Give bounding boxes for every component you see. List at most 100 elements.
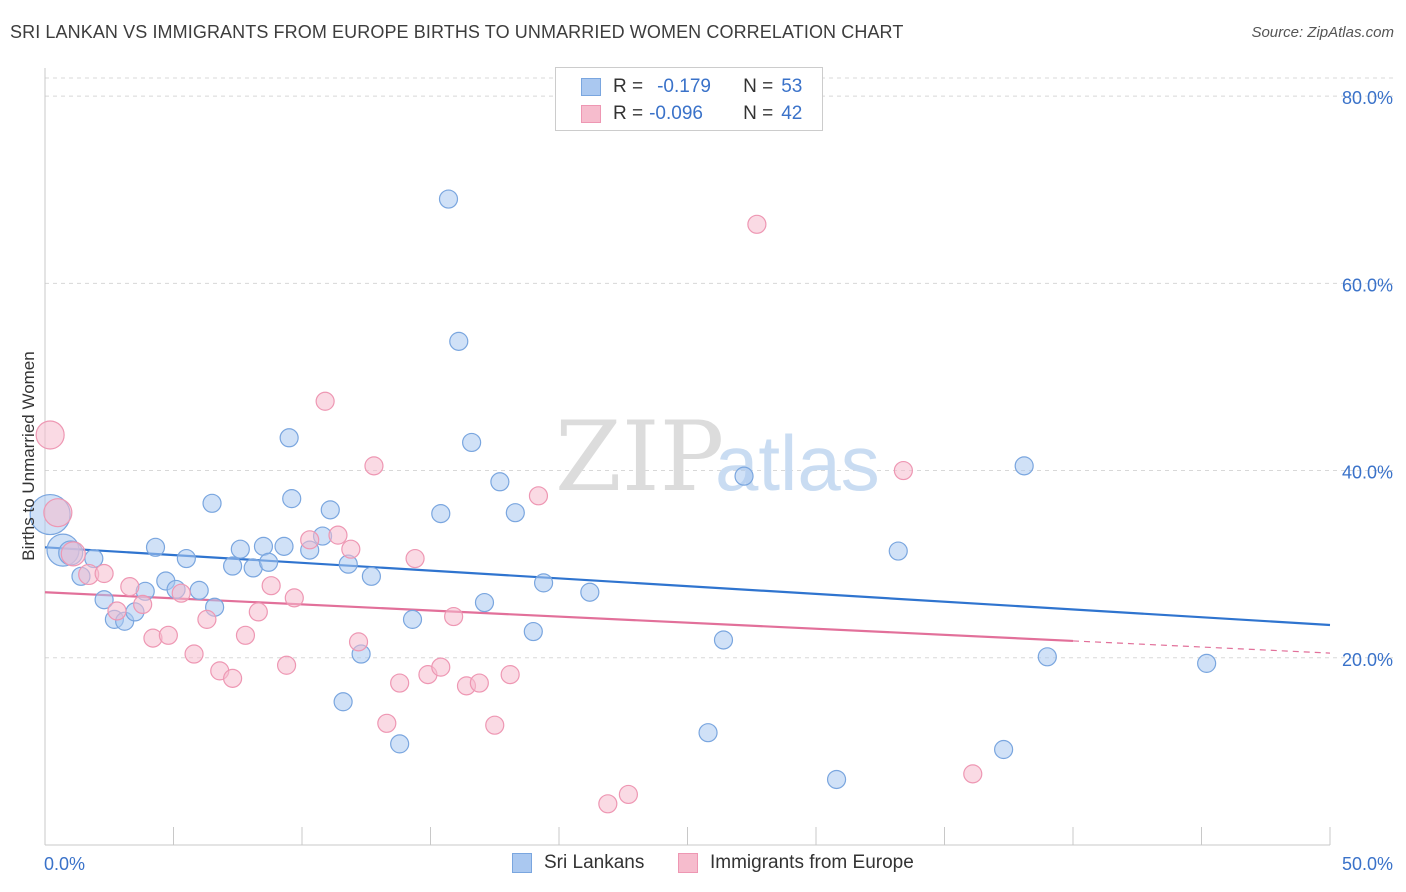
immigrants-point[interactable] — [235, 625, 256, 645]
legend-swatch-pink — [581, 105, 601, 123]
immigrants-point[interactable] — [444, 606, 464, 627]
x-tick-label-max: 50.0% — [1342, 854, 1393, 874]
y-tick-labels: 20.0% 40.0% 60.0% 80.0% — [1342, 88, 1393, 670]
immigrants-point[interactable] — [485, 715, 505, 735]
sri-lankans-point[interactable] — [505, 503, 525, 523]
immigrants-point[interactable] — [963, 764, 983, 784]
immigrants-point[interactable] — [469, 673, 489, 693]
sri-lankans-point[interactable] — [202, 493, 222, 513]
immigrants-point[interactable] — [364, 456, 384, 476]
sri-lankans-point[interactable] — [333, 692, 353, 712]
immigrants-point[interactable] — [284, 588, 304, 608]
immigrants-point[interactable] — [197, 609, 217, 629]
y-tick-label: 60.0% — [1342, 275, 1393, 295]
sri-lankans-point[interactable] — [223, 556, 243, 576]
watermark-atlas: atlas — [715, 419, 880, 507]
watermark: ZIP atlas — [555, 401, 880, 513]
sri-lankans-point[interactable] — [994, 739, 1014, 760]
sri-lankans-point[interactable] — [826, 769, 847, 790]
sri-lankans-point[interactable] — [402, 609, 423, 629]
sri-lankans-point[interactable] — [145, 537, 166, 557]
immigrants-point[interactable] — [248, 602, 268, 622]
legend-label-immigrants: Immigrants from Europe — [710, 852, 914, 873]
immigrants-point[interactable] — [315, 391, 335, 411]
sri-lankans-point[interactable] — [94, 590, 114, 610]
immigrants-point[interactable] — [107, 601, 127, 621]
immigrants-point[interactable] — [405, 548, 425, 569]
immigrants-point[interactable] — [158, 625, 178, 645]
immigrants-point[interactable] — [120, 577, 140, 597]
sri-lankans-point[interactable] — [361, 566, 381, 586]
sri-lankans-point[interactable] — [274, 536, 294, 556]
sri-lankans-point[interactable] — [449, 331, 469, 351]
sri-lankans-point[interactable] — [462, 432, 482, 453]
immigrants-point[interactable] — [43, 498, 73, 528]
immigrants-point[interactable] — [528, 486, 549, 506]
immigrants-point[interactable] — [184, 644, 204, 664]
sri-lankans-point[interactable] — [533, 573, 554, 593]
sri-lankans-point[interactable] — [734, 466, 754, 486]
immigrants-point[interactable] — [60, 541, 86, 567]
sri-lankans-point[interactable] — [282, 489, 302, 509]
sri-lankans-point[interactable] — [230, 539, 250, 559]
sri-lankans-point[interactable] — [698, 723, 718, 743]
legend-swatch-pink — [678, 853, 698, 873]
sri-lankans-point[interactable] — [253, 536, 274, 556]
immigrants-point[interactable] — [276, 655, 297, 675]
legend-r-label: R = — [613, 103, 644, 124]
sri-lankans-point[interactable] — [258, 552, 279, 572]
legend-n-value: 53 — [781, 76, 803, 97]
sri-lankans-point[interactable] — [176, 548, 196, 569]
legend-n-label: N = — [743, 103, 774, 124]
immigrants-point[interactable] — [94, 563, 114, 584]
legend-item-sri-lankans[interactable]: Sri Lankans — [512, 852, 644, 874]
immigrants-point[interactable] — [171, 583, 191, 603]
immigrants-point[interactable] — [747, 214, 767, 234]
sri-lankans-point[interactable] — [713, 630, 734, 650]
legend-swatch-blue — [581, 78, 601, 96]
immigrants-point[interactable] — [223, 668, 243, 688]
immigrants-point[interactable] — [300, 530, 320, 550]
legend-n-label: N = — [743, 76, 774, 97]
x-tick-marks — [44, 827, 1331, 845]
legend-row-sri-lankans: R = -0.179 N = 53 — [581, 75, 802, 99]
sri-lankans-point[interactable] — [888, 541, 908, 561]
y-tick-label: 40.0% — [1342, 463, 1393, 483]
legend-row-immigrants: R = -0.096 N = 42 — [581, 102, 802, 126]
immigrants-point[interactable] — [390, 673, 410, 693]
immigrants-point[interactable] — [348, 632, 369, 652]
sri-lankans-point[interactable] — [390, 734, 410, 754]
immigrants-point[interactable] — [618, 784, 638, 805]
sri-lankans-point[interactable] — [1014, 456, 1034, 476]
immigrants-point[interactable] — [377, 713, 397, 733]
immigrants-point[interactable] — [431, 657, 451, 677]
immigrants-point[interactable] — [261, 576, 281, 596]
sri-lankans-point[interactable] — [474, 592, 495, 613]
immigrants-point[interactable] — [893, 460, 913, 481]
sri-lankans-point[interactable] — [438, 189, 459, 209]
sri-lankans-point[interactable] — [580, 582, 600, 602]
immigrants-point[interactable] — [598, 794, 618, 814]
legend-label-sri-lankans: Sri Lankans — [544, 852, 645, 873]
correlation-legend: R = -0.179 N = 53 R = -0.096 N = 42 — [555, 67, 823, 131]
trend-line-extension — [1072, 640, 1331, 654]
sri-lankans-point[interactable] — [431, 504, 451, 524]
immigrants-point[interactable] — [133, 594, 153, 615]
y-tick-label: 20.0% — [1342, 650, 1393, 670]
immigrants-point[interactable] — [328, 525, 348, 545]
sri-lankans-point[interactable] — [523, 621, 543, 642]
sri-lankans-point[interactable] — [320, 500, 340, 520]
sri-lankans-point[interactable] — [1037, 647, 1057, 667]
series-legend: Sri Lankans Immigrants from Europe — [0, 852, 1406, 878]
legend-r-label: R = — [613, 76, 644, 97]
immigrants-point[interactable] — [341, 539, 361, 559]
immigrants-point[interactable] — [500, 665, 520, 685]
sri-lankans-point[interactable] — [279, 428, 299, 448]
sri-lankans-point[interactable] — [189, 580, 209, 600]
legend-item-immigrants[interactable]: Immigrants from Europe — [678, 852, 914, 874]
sri-lankans-point[interactable] — [1197, 653, 1217, 673]
sri-lankans-point[interactable] — [490, 472, 510, 492]
immigrants-point[interactable] — [35, 420, 65, 450]
legend-r-value: -0.179 — [657, 76, 711, 97]
